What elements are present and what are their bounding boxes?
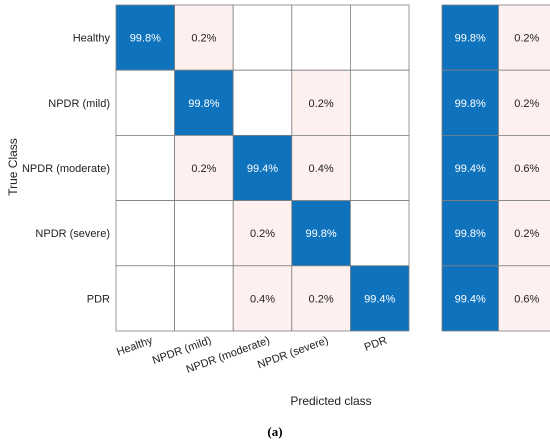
summary-cell <box>441 4 499 71</box>
summary-cell-label: 99.8% <box>455 33 486 45</box>
y-tick-label: NPDR (mild) <box>48 98 110 110</box>
matrix-cell <box>174 134 234 201</box>
matrix-cell-label: 0.4% <box>309 163 334 175</box>
matrix-cell <box>291 4 351 71</box>
summary-cell <box>441 265 499 332</box>
matrix-cell <box>115 200 175 267</box>
matrix-cell <box>115 4 175 71</box>
matrix-cell <box>115 134 175 201</box>
matrix-cell <box>232 69 293 136</box>
matrix-cell <box>232 134 293 201</box>
summary-cell <box>498 69 550 136</box>
matrix-cell <box>349 4 410 71</box>
summary-cell-label: 99.4% <box>455 293 486 305</box>
matrix-cell <box>349 134 410 201</box>
summary-cell <box>498 265 550 332</box>
y-tick-labels: Healthy NPDR (mild) NPDR (moderate) NPDR (s… <box>22 33 111 306</box>
matrix-cell <box>174 4 234 71</box>
summary-cell <box>441 134 499 201</box>
matrix-cell-label: 0.4% <box>250 293 275 305</box>
matrix-cell-label: 0.2% <box>191 163 216 175</box>
matrix-cell-label: 99.4% <box>247 163 278 175</box>
summary-cell-label: 99.8% <box>455 98 486 110</box>
matrix-cell <box>115 69 175 136</box>
matrix-cell-label: 99.8% <box>188 98 219 110</box>
matrix-cell <box>174 265 234 332</box>
summary-cell-label: 0.2% <box>514 228 539 240</box>
y-tick-label: Healthy <box>73 33 111 45</box>
matrix-cell <box>349 69 410 136</box>
x-axis-title: Predicted class <box>290 394 371 408</box>
x-tick-label: PDR <box>363 335 389 354</box>
matrix-cell-label: 0.2% <box>191 33 216 45</box>
summary-cell <box>498 200 550 267</box>
y-tick-label: PDR <box>87 293 110 305</box>
matrix-cell-label: 99.4% <box>364 293 395 305</box>
matrix-cell-label: 0.2% <box>309 98 334 110</box>
matrix-cell <box>349 265 410 332</box>
matrix-cell-label: 0.2% <box>309 293 334 305</box>
matrix-cell <box>232 200 293 267</box>
summary-cell-label: 0.6% <box>514 293 539 305</box>
y-tick-label: NPDR (moderate) <box>22 163 110 175</box>
row-summary-grid: 99.8% 0.2% 99.8% 0.2% 99.4% 0.6% 99.8% 0.2% 99.4… <box>441 4 550 332</box>
summary-cell-label: 99.8% <box>455 228 486 240</box>
matrix-cell-label: 99.8% <box>130 33 161 45</box>
summary-cell <box>441 200 499 267</box>
summary-cell-label: 0.2% <box>514 33 539 45</box>
matrix-cell <box>115 265 175 332</box>
y-axis-title: True Class <box>6 138 20 196</box>
matrix-cell <box>349 200 410 267</box>
figure-caption: (a) <box>267 424 282 439</box>
x-tick-label: Healthy <box>115 334 155 358</box>
matrix-cell <box>291 69 351 136</box>
matrix-cell-label: 99.8% <box>305 228 336 240</box>
confusion-matrix-grid: 99.8% 0.2% 99.8% 0.2% 0.2% 99.4% 0.4% 0.2% 99.8%… <box>115 4 410 332</box>
summary-cell-label: 99.4% <box>455 163 486 175</box>
matrix-cell <box>232 4 293 71</box>
matrix-cell <box>232 265 293 332</box>
matrix-cell <box>174 69 234 136</box>
summary-cell-label: 0.2% <box>514 98 539 110</box>
summary-cell-label: 0.6% <box>514 163 539 175</box>
matrix-cell-label: 0.2% <box>250 228 275 240</box>
y-tick-label: NPDR (severe) <box>35 228 110 240</box>
matrix-cell <box>174 200 234 267</box>
summary-cell <box>441 69 499 136</box>
